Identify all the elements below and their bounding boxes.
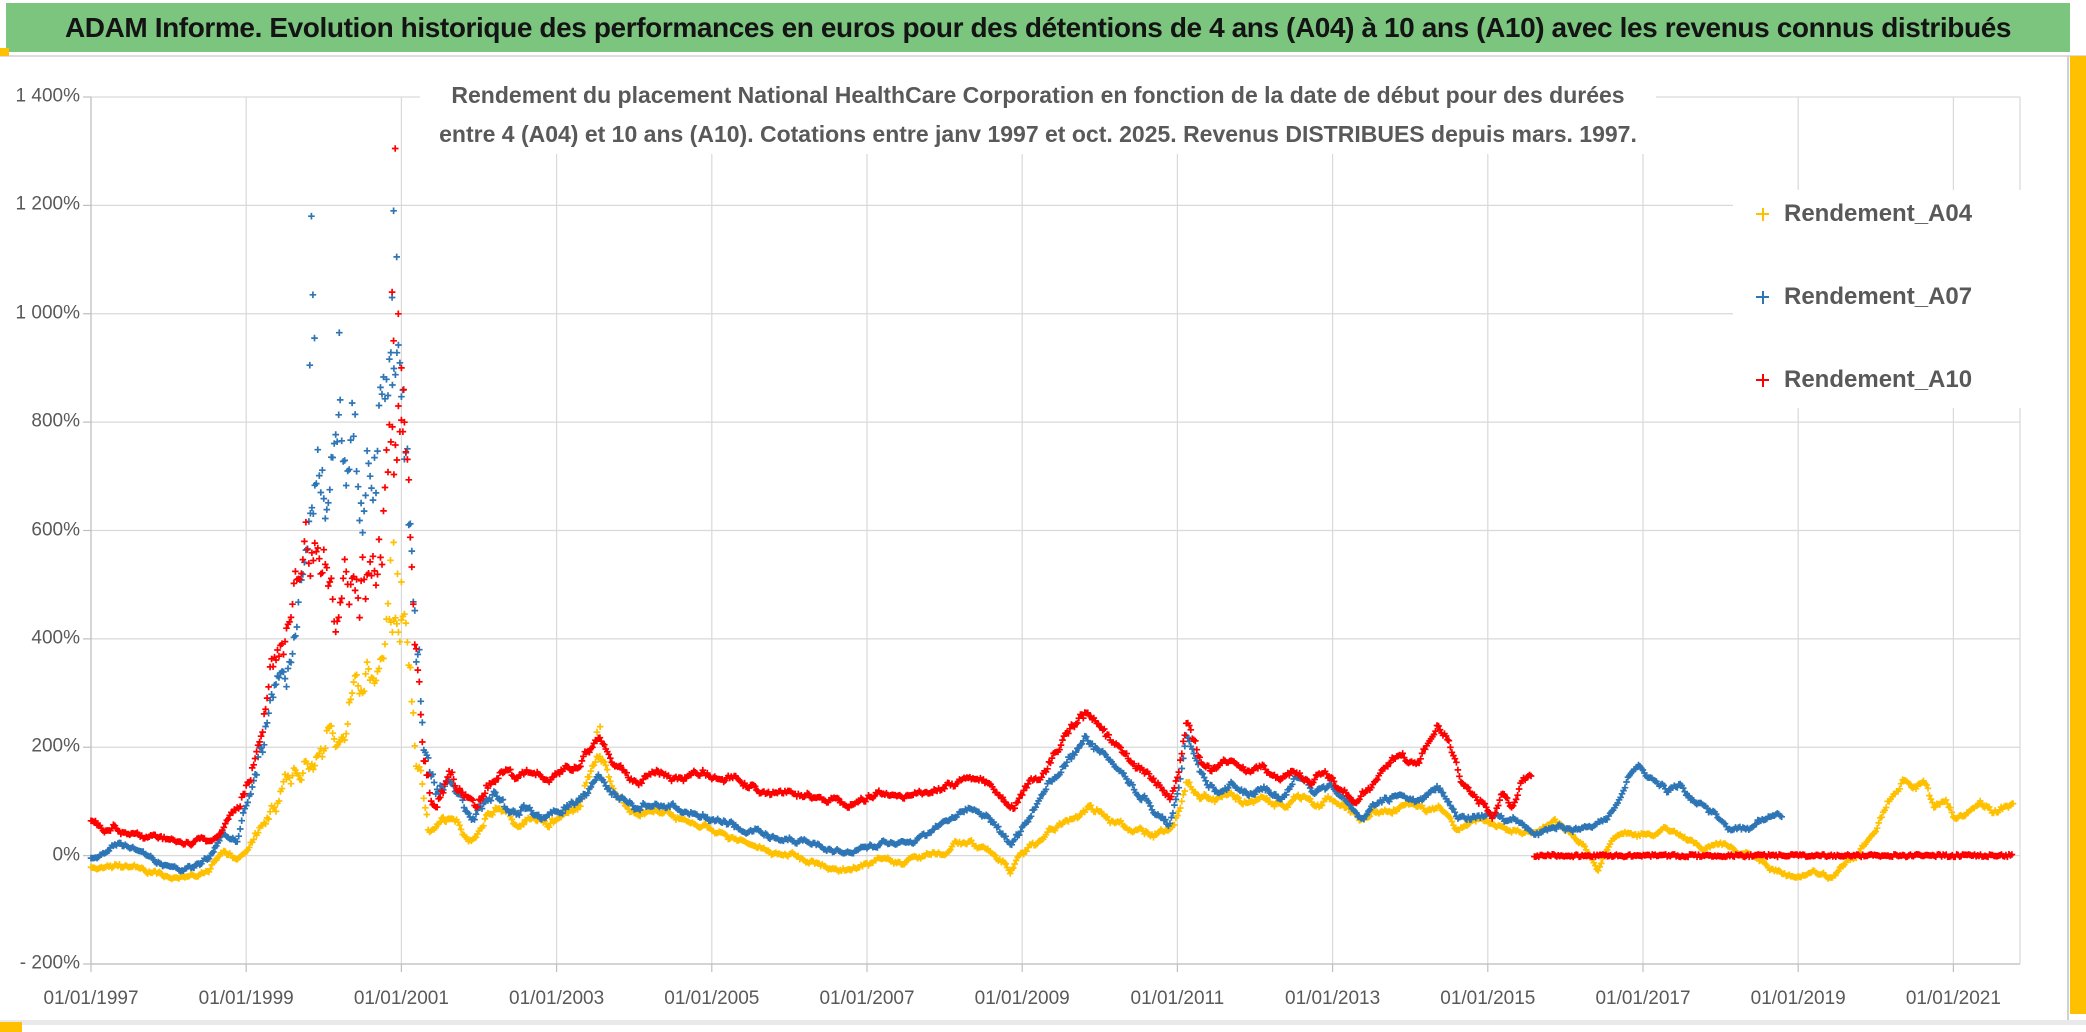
y-axis-tick-label: - 200% — [19, 952, 80, 974]
x-axis-tick-label: 01/01/2017 — [1595, 988, 1691, 1009]
y-axis-tick-label: 1 400% — [15, 85, 80, 107]
y-axis-tick-label: 600% — [31, 519, 80, 541]
edge-accent-right — [2070, 56, 2086, 1014]
plus-marker-icon — [1755, 207, 1770, 222]
legend-item-rendement-a10[interactable]: Rendement_A10 — [1733, 366, 2047, 394]
legend-label: Rendement_A04 — [1784, 200, 1973, 227]
header-bar: ADAM Informe. Evolution historique des p… — [6, 3, 2070, 52]
x-axis-tick-label: 01/01/2001 — [353, 988, 449, 1009]
x-axis-tick-label: 01/01/2021 — [1905, 988, 2001, 1009]
x-axis-tick-label: 01/01/2009 — [974, 988, 1070, 1009]
x-axis-tick-label: 01/01/1999 — [198, 988, 294, 1009]
edge-vline-right — [2067, 56, 2069, 1022]
series-points-rendement_a04 — [87, 539, 2017, 883]
chart-title-line2: entre 4 (A04) et 10 ans (A10). Cotations… — [439, 121, 1637, 147]
x-axis-tick-label: 01/01/2003 — [509, 988, 605, 1009]
plus-marker-icon — [1755, 290, 1770, 305]
legend-item-rendement-a07[interactable]: Rendement_A07 — [1733, 283, 2047, 311]
edge-accent-top-left — [0, 48, 9, 56]
chart-title-line1: Rendement du placement National HealthCa… — [451, 82, 1625, 108]
y-axis-tick-label: 800% — [31, 410, 80, 432]
x-axis-tick-label: 01/01/2005 — [664, 988, 760, 1009]
x-axis-tick-label: 01/01/1997 — [43, 988, 139, 1009]
y-axis-tick-label: 400% — [31, 627, 80, 649]
chart-title: Rendement du placement National HealthCa… — [420, 76, 1656, 154]
x-axis-tick-label: 01/01/2015 — [1440, 988, 1536, 1009]
series-points-rendement_a10 — [87, 145, 2016, 861]
legend-label: Rendement_A10 — [1784, 366, 1973, 393]
y-axis-tick-label: 1 000% — [15, 302, 80, 324]
y-axis-tick-label: 200% — [31, 735, 80, 757]
page-title: ADAM Informe. Evolution historique des p… — [64, 11, 2012, 43]
y-axis-labels: 1 400% 1 200% 1 000% 800% 600% 400% 200% 0% - 20… — [0, 0, 80, 1032]
bottom-strip — [0, 1020, 2086, 1025]
y-axis-tick-label: 0% — [52, 844, 80, 866]
y-axis-tick-label: 1 200% — [15, 193, 80, 215]
x-axis-tick-label: 01/01/2007 — [819, 988, 915, 1009]
x-axis-tick-label: 01/01/2019 — [1750, 988, 1846, 1009]
header-divider — [0, 55, 2086, 57]
plus-marker-icon — [1755, 373, 1770, 388]
legend-item-rendement-a04[interactable]: Rendement_A04 — [1733, 200, 2047, 228]
legend-label: Rendement_A07 — [1784, 283, 1973, 310]
x-axis-tick-label: 01/01/2011 — [1130, 988, 1225, 1009]
series-points-rendement_a07 — [87, 207, 1785, 875]
chart-legend: Rendement_A04 Rendement_A07 Rendement_A1… — [1733, 190, 2047, 408]
edge-accent-bottom-left — [0, 1022, 22, 1032]
x-axis-tick-label: 01/01/2013 — [1285, 988, 1381, 1009]
